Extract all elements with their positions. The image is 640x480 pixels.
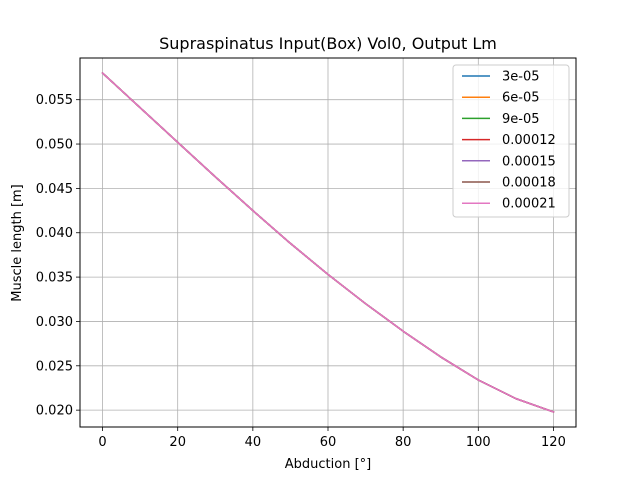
legend-label: 0.00015 [502,154,556,169]
x-tick-label: 20 [169,435,186,450]
x-tick-label: 0 [98,435,106,450]
x-tick-label: 100 [466,435,491,450]
legend-label: 3e-05 [502,70,540,85]
y-tick-label: 0.055 [36,93,73,108]
chart-title: Supraspinatus Input(Box) Vol0, Output Lm [159,34,497,53]
legend-label: 0.00012 [502,133,556,148]
x-axis-label: Abduction [°] [285,457,371,472]
series-lines [101,72,555,413]
x-tick-label: 40 [245,435,262,450]
legend-box [452,64,570,218]
legend: 3e-05 6e-05 9e-05 0.00012 0.00015 0.00018 0.00… [452,64,570,218]
x-tick-label: 120 [541,435,566,450]
x-tick-label: 60 [320,435,337,450]
y-tick-label: 0.030 [36,315,73,330]
y-tick-label: 0.045 [36,182,73,197]
y-tick-label: 0.020 [36,404,73,419]
legend-label: 6e-05 [502,91,540,106]
legend-label: 9e-05 [502,112,540,127]
y-tick-label: 0.040 [36,226,73,241]
y-axis-label: Muscle length [m] [10,184,25,302]
legend-label: 0.00021 [502,197,556,212]
series-line-6 [101,72,555,413]
y-axis: 0.020 0.025 0.030 0.035 0.040 0.045 0.050 0.055 [36,93,80,419]
grid [80,58,576,427]
x-axis: 0 20 40 60 80 100 120 [98,427,566,450]
y-tick-label: 0.025 [36,359,73,374]
x-tick-label: 80 [395,435,412,450]
y-tick-label: 0.035 [36,271,73,286]
legend-label: 0.00018 [502,176,556,191]
y-tick-label: 0.050 [36,138,73,153]
